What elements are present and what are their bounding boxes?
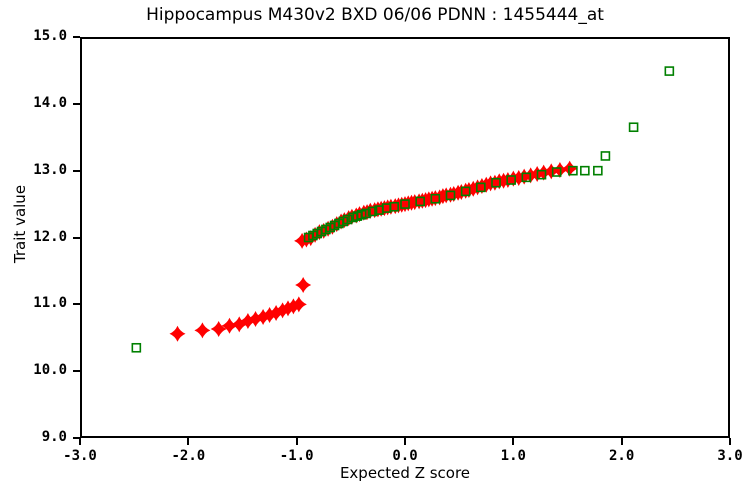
x-tick-label: -2.0: [171, 448, 206, 464]
x-tick-mark: [620, 438, 623, 445]
plot-frame: [80, 37, 730, 438]
x-tick-label: 1.0: [500, 448, 526, 464]
y-tick-label: 15.0: [33, 28, 67, 44]
chart-title: Hippocampus M430v2 BXD 06/06 PDNN : 1455…: [146, 5, 604, 25]
x-tick-mark: [79, 438, 81, 445]
y-axis-title: Trait value: [11, 184, 29, 264]
x-tick-mark: [729, 438, 731, 445]
y-tick-label: 11.0: [33, 295, 67, 312]
x-tick-label: 2.0: [609, 448, 635, 464]
y-tick-label: 10.0: [33, 362, 67, 379]
y-tick-mark: [73, 437, 80, 439]
y-tick-mark: [73, 236, 80, 239]
x-tick-mark: [512, 438, 515, 445]
x-tick-mark: [295, 438, 298, 445]
x-tick-label: 0.0: [392, 448, 418, 464]
x-tick-mark: [187, 438, 190, 445]
x-tick-label: 3.0: [717, 448, 743, 464]
y-tick-label: 9.0: [41, 429, 67, 445]
y-tick-label: 14.0: [33, 94, 67, 111]
y-tick-mark: [73, 169, 80, 172]
x-tick-label: -1.0: [279, 448, 314, 464]
y-tick-label: 12.0: [33, 228, 67, 245]
x-tick-label: -3.0: [63, 448, 97, 464]
y-tick-mark: [73, 102, 80, 105]
y-tick-mark: [73, 370, 80, 373]
x-axis-title: Expected Z score: [339, 464, 471, 482]
x-tick-mark: [404, 438, 406, 445]
y-tick-mark: [73, 36, 80, 38]
y-tick-mark: [73, 303, 80, 306]
y-tick-label: 13.0: [33, 161, 67, 178]
